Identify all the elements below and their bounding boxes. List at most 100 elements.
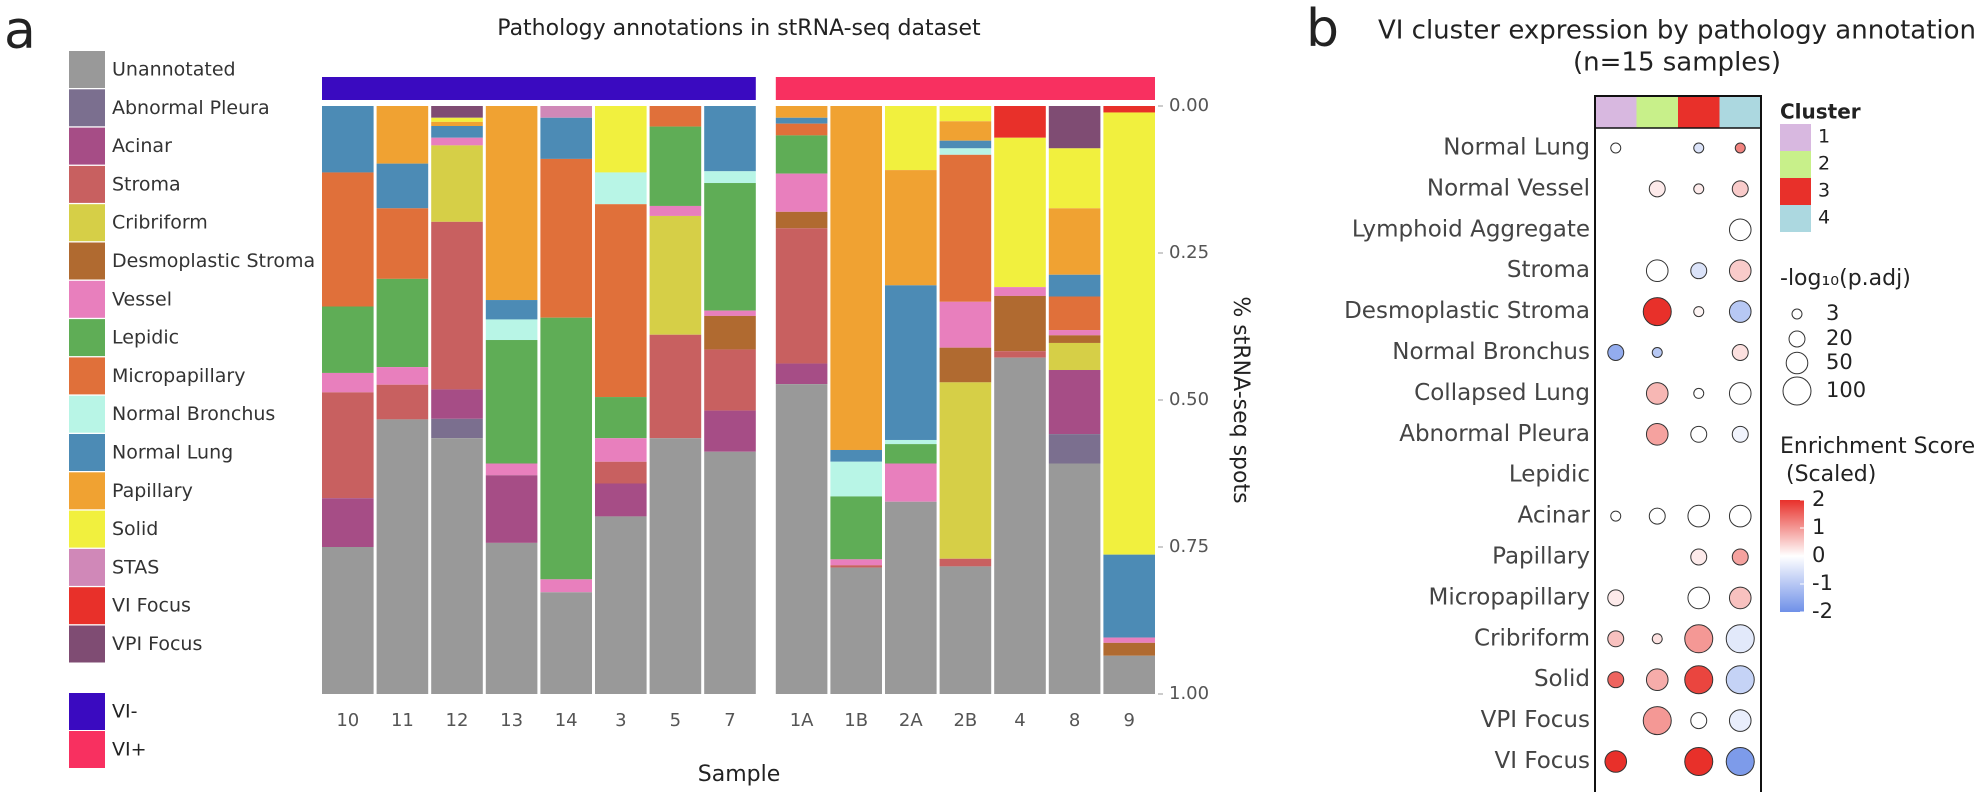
dot (1610, 510, 1622, 522)
bar-segment (994, 295, 1046, 352)
row-label: Cribriform (1474, 625, 1590, 651)
dot (1693, 306, 1705, 318)
dot (1642, 297, 1672, 327)
legend-swatch (69, 204, 105, 242)
bar-segment (939, 121, 992, 141)
colorbar-label: 2 (1812, 487, 1825, 511)
y-tick-label: 0.50 (1169, 389, 1209, 410)
bar-segment (1048, 335, 1101, 343)
colorbar-label: 0 (1812, 543, 1825, 567)
dot (1645, 422, 1669, 446)
bar-segment (775, 135, 828, 174)
bar-segment (595, 172, 647, 205)
bar-segment (885, 106, 937, 171)
bar-segment (649, 126, 702, 206)
x-tick-label: 2A (899, 710, 923, 731)
legend-label: 3 (1818, 180, 1830, 202)
bar-segment (485, 340, 538, 464)
legend-label: 4 (1818, 207, 1830, 229)
cluster-header (1719, 96, 1761, 128)
plot-frame (1594, 95, 1762, 792)
legend-label: VI+ (112, 739, 147, 761)
bar-segment (649, 205, 702, 216)
legend-label: Acinar (112, 135, 172, 157)
row-label: Abnormal Pleura (1399, 421, 1590, 447)
dot (1734, 142, 1746, 154)
row-label: Desmoplastic Stroma (1344, 298, 1590, 324)
row-label: Acinar (1518, 503, 1591, 529)
dot (1693, 142, 1705, 154)
bar-segment (376, 384, 429, 420)
dot (1725, 624, 1755, 654)
bar-segment (1048, 106, 1101, 149)
legend-label: Stroma (112, 173, 181, 195)
row-label: Lepidic (1509, 462, 1590, 488)
dot (1731, 180, 1749, 198)
legend-swatch (69, 242, 105, 280)
bar-segment (1048, 274, 1101, 297)
bar-segment (431, 221, 483, 390)
legend-label: Papillary (112, 480, 193, 502)
bar-segment (595, 397, 647, 439)
legend-swatch (1780, 124, 1811, 151)
legend-swatch (69, 89, 105, 127)
size-legend-dot (1782, 376, 1812, 406)
bar-segment (595, 438, 647, 462)
bar-segment (431, 145, 483, 222)
bar-segment (1103, 554, 1155, 638)
legend-label: VI- (112, 701, 137, 723)
bar-segment (322, 498, 374, 547)
x-tick-label: 9 (1123, 710, 1134, 731)
row-label: Normal Vessel (1427, 175, 1590, 201)
bar-segment (322, 106, 374, 173)
size-legend-dot (1785, 351, 1809, 375)
dot (1607, 589, 1625, 607)
bar-segment (939, 106, 992, 122)
bar-segment (376, 163, 429, 209)
bar-segment (322, 372, 374, 393)
bar-segment (830, 496, 882, 560)
legend-label: Micropapillary (112, 365, 245, 387)
legend-swatch (1780, 178, 1811, 205)
row-label: Normal Lung (1443, 135, 1590, 161)
bar-segment (322, 172, 374, 307)
y-tick-label: 0.00 (1169, 95, 1209, 116)
bar-segment (939, 566, 992, 694)
x-tick-label: 7 (724, 710, 735, 731)
legend-swatch (69, 731, 105, 768)
size-legend-dot (1791, 308, 1803, 320)
legend-label: 100 (1826, 378, 1866, 402)
bar-segment (649, 334, 702, 439)
bar-segment (540, 592, 592, 694)
legend-label: VI Focus (112, 595, 191, 617)
bar-segment (704, 183, 756, 311)
bar-segment (885, 463, 937, 502)
bar-segment (1048, 296, 1101, 331)
bar-segment (939, 140, 992, 149)
bar-segment (775, 363, 828, 385)
legend-swatch (69, 472, 105, 510)
bar-segment (885, 439, 937, 445)
bar-segment (322, 392, 374, 499)
bar-segment (431, 106, 483, 118)
dot (1651, 347, 1663, 358)
legend-swatch (69, 127, 105, 165)
bar-segment (1103, 106, 1155, 113)
y-axis-label: % stRNA-seq spots (1228, 296, 1253, 503)
colorbar-label: -2 (1812, 599, 1833, 623)
legend-swatch (69, 510, 105, 548)
bar-segment (830, 567, 882, 694)
bar-segment (775, 384, 828, 694)
legend-swatch (1780, 205, 1811, 232)
row-label: VI Focus (1494, 748, 1590, 774)
bar-segment (649, 438, 702, 694)
dot (1687, 504, 1711, 528)
x-tick-label: 11 (391, 710, 414, 731)
dot (1731, 344, 1749, 361)
bar-segment (1103, 642, 1155, 656)
bar-segment (994, 351, 1046, 358)
bar-segment (1048, 208, 1101, 275)
bar-segment (1103, 112, 1155, 555)
dot (1728, 300, 1752, 323)
dot (1731, 425, 1749, 443)
